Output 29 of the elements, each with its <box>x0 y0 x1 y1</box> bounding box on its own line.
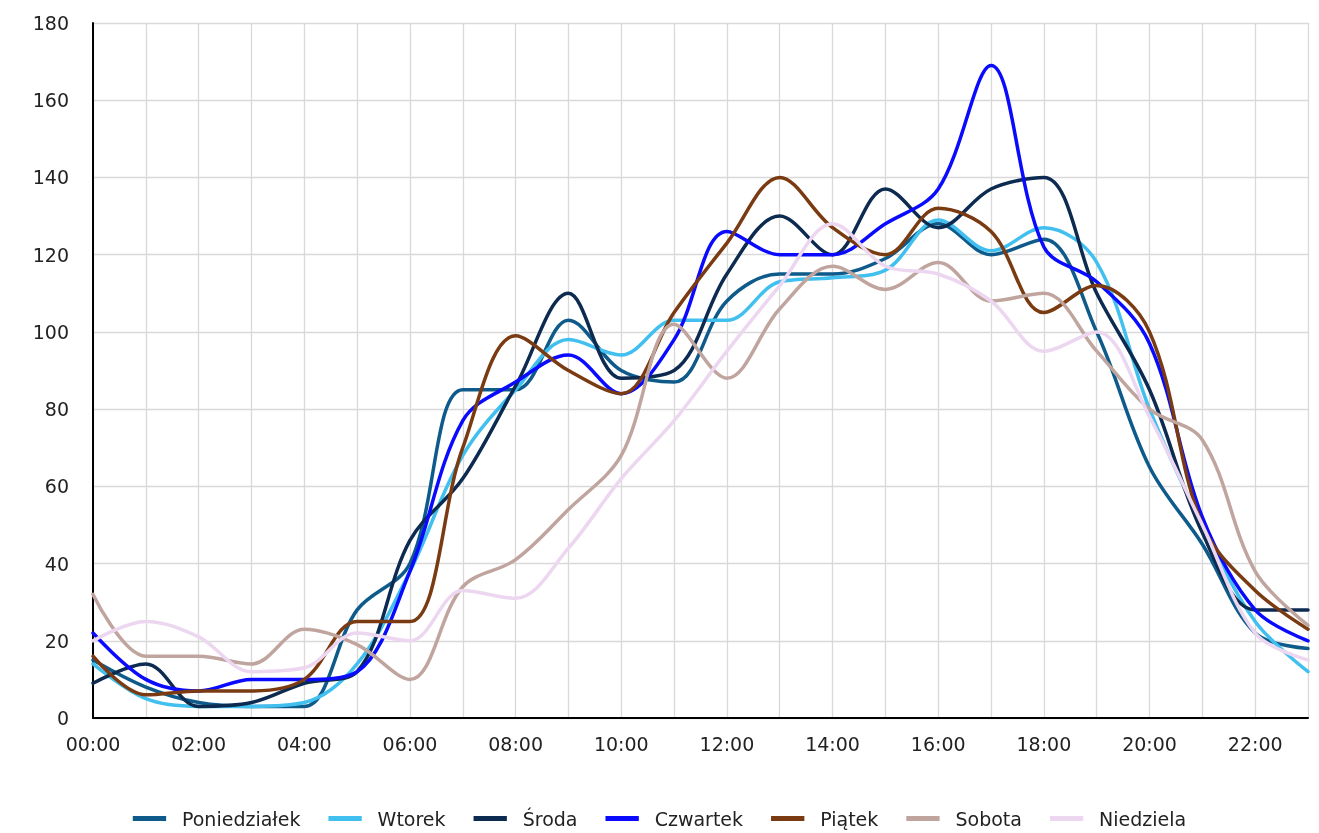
x-tick-label: 18:00 <box>1016 732 1072 755</box>
y-tick-label: 0 <box>56 707 69 729</box>
legend-label: Piątek <box>820 807 879 830</box>
y-tick-label: 20 <box>44 629 69 652</box>
x-tick-label: 20:00 <box>1122 732 1177 755</box>
y-tick-label: 160 <box>32 89 69 112</box>
y-tick-label: 120 <box>32 243 69 266</box>
y-tick-label: 80 <box>44 398 69 421</box>
x-tick-label: 02:00 <box>171 732 227 755</box>
y-tick-label: 180 <box>32 12 69 34</box>
y-tick-label: 40 <box>44 552 69 575</box>
legend-label: Czwartek <box>654 807 744 830</box>
legend-label: Środa <box>522 806 578 830</box>
legend-label: Sobota <box>955 807 1022 830</box>
x-tick-label: 22:00 <box>1227 732 1283 755</box>
y-tick-label: 60 <box>44 475 69 498</box>
x-tick-label: 08:00 <box>488 732 543 755</box>
x-tick-label: 10:00 <box>593 732 649 755</box>
legend-label: Niedziela <box>1099 807 1187 830</box>
x-tick-label: 04:00 <box>276 732 332 755</box>
x-tick-label: 16:00 <box>910 732 966 755</box>
x-tick-label: 12:00 <box>699 732 755 755</box>
legend-label: Wtorek <box>377 807 446 830</box>
y-tick-label: 140 <box>32 166 69 189</box>
y-tick-label: 100 <box>32 320 69 343</box>
x-tick-label: 00:00 <box>65 732 121 755</box>
x-tick-label: 14:00 <box>805 732 860 755</box>
legend-label: Poniedziałek <box>181 807 301 830</box>
x-tick-label: 06:00 <box>382 732 438 755</box>
